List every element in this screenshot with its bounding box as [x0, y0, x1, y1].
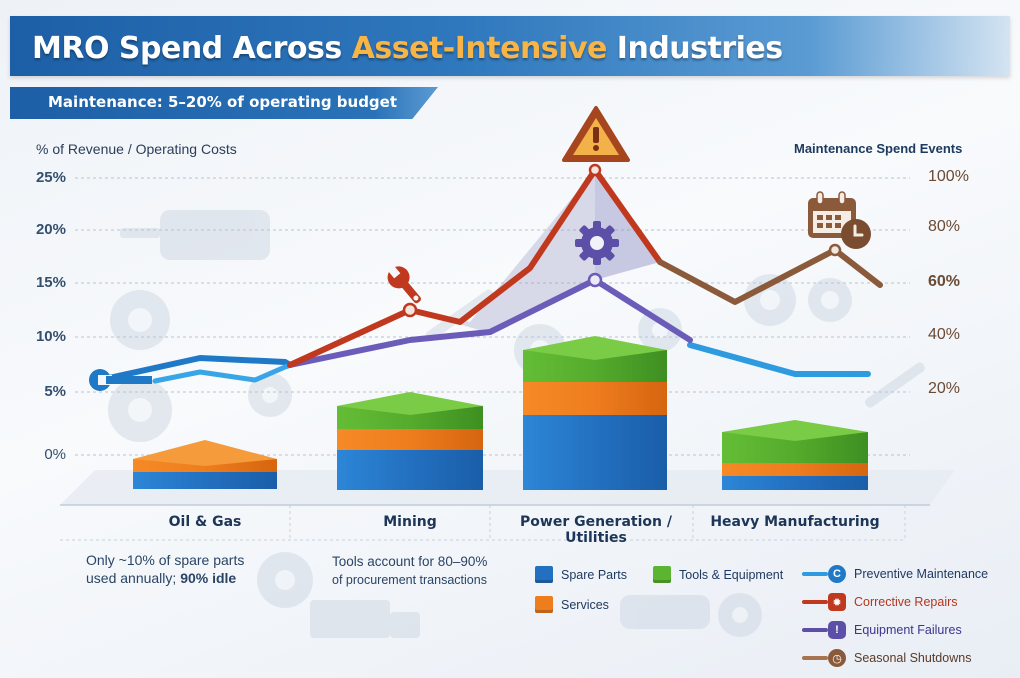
bar-services [722, 463, 868, 476]
left-tick-0: 0% [44, 446, 66, 463]
left-axis-title: % of Revenue / Operating Costs [36, 141, 237, 157]
right-tick-100: 100% [928, 168, 969, 185]
chart-title: MRO Spend Across Asset-Intensive Industr… [32, 31, 783, 66]
right-axis-title: Maintenance Spend Events [794, 141, 963, 156]
title-banner [10, 16, 1010, 76]
title-highlight: Asset-Intensive [351, 31, 608, 66]
bar-tools [337, 406, 483, 429]
corrective-wrench-icon [387, 265, 421, 304]
subtitle-banner [10, 87, 438, 119]
category-label-power-generation: Power Generation / Utilities [520, 514, 672, 546]
left-tick-20: 20% [35, 221, 66, 238]
bar-spare-parts [722, 476, 868, 490]
left-tick-25: 25% [35, 169, 66, 186]
right-tick-60: 60% [928, 273, 961, 290]
left-tick-10: 10% [35, 328, 66, 345]
bar-spare-parts [133, 470, 277, 489]
bar-services [523, 382, 667, 415]
legend-services: Services [535, 596, 609, 613]
bar-spare-parts [337, 450, 483, 490]
bar-top-tools [722, 420, 868, 441]
bar-stack-heavy-manufacturing [722, 420, 868, 490]
bar-top-services [133, 440, 277, 466]
legend-tools-equipment: Tools & Equipment [653, 566, 783, 583]
left-tick-15: 15% [35, 274, 66, 291]
annotation-spare-parts: Only ~10% of spare parts used annually; … [86, 552, 245, 586]
legend-seasonal-shutdowns: ◷ Seasonal Shutdowns [802, 649, 971, 667]
line-seasonal-shutdowns [657, 247, 883, 305]
bar-stack-power-generation [523, 336, 667, 490]
gear-icon: ✹ [828, 593, 846, 611]
right-tick-80: 80% [928, 218, 961, 235]
gear-icon [575, 221, 619, 265]
annotation-tools: Tools account for 80–90% of procurement … [332, 554, 488, 587]
services-swatch [535, 596, 553, 613]
tools-swatch [653, 566, 671, 583]
category-label-oil-gas: Oil & Gas [168, 514, 242, 530]
bar-stack-mining [337, 392, 483, 490]
legend-spare-parts: Spare Parts [535, 566, 627, 583]
right-tick-40: 40% [928, 326, 961, 343]
alert-icon: ! [828, 621, 846, 639]
line-corrective-repairs [287, 167, 663, 368]
line-equipment-failures [287, 277, 693, 368]
left-tick-5: 5% [44, 383, 66, 400]
bar-top-tools [523, 336, 667, 360]
category-label-heavy-manufacturing: Heavy Manufacturing [710, 514, 880, 530]
legend-preventive-maintenance: C Preventive Maintenance [802, 565, 988, 583]
bar-spare-parts [523, 415, 667, 490]
wrench-icon [89, 369, 152, 391]
bar-top-tools [337, 392, 483, 415]
line-preventive-maintenance [97, 342, 871, 384]
wrench-icon: C [828, 565, 846, 583]
clock-icon: ◷ [828, 649, 846, 667]
right-tick-20: 20% [928, 380, 961, 397]
legend-corrective-repairs: ✹ Corrective Repairs [802, 593, 958, 611]
category-label-mining: Mining [383, 514, 437, 530]
calendar-clock-icon [808, 191, 871, 249]
spare-parts-swatch [535, 566, 553, 583]
chart-subtitle: Maintenance: 5–20% of operating budget [48, 93, 398, 111]
warning-icon [562, 106, 630, 162]
bar-services [337, 429, 483, 450]
legend-equipment-failures: ! Equipment Failures [802, 621, 962, 639]
bar-stack-oil-gas [133, 440, 277, 489]
